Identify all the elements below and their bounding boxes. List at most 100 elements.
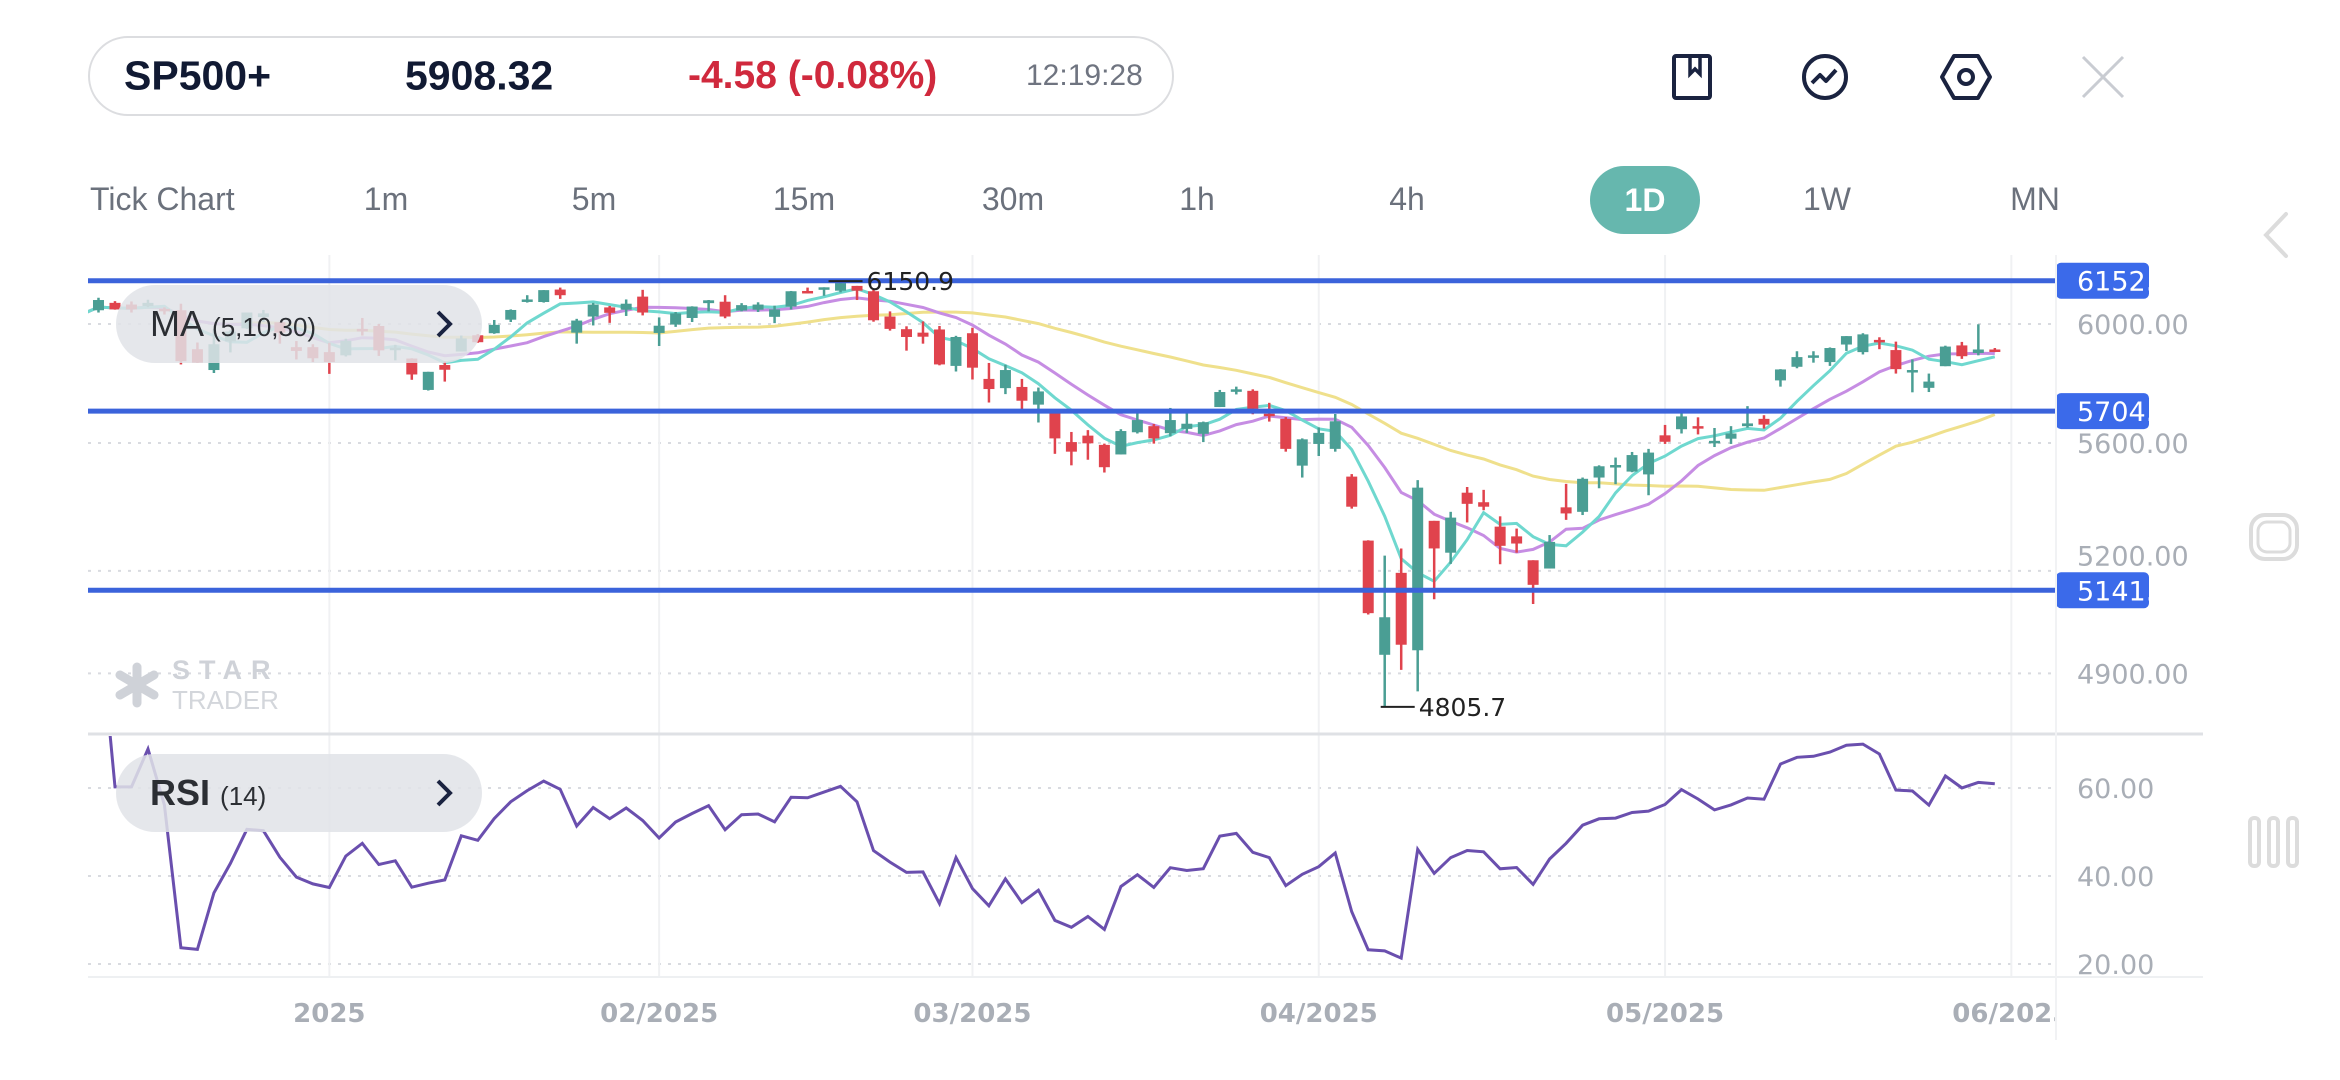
candle (1478, 489, 1490, 511)
candle (1280, 417, 1292, 452)
candle-body (1412, 487, 1424, 651)
candle (868, 289, 880, 322)
candle (1214, 389, 1226, 408)
candle-body (1181, 423, 1193, 429)
candle (1610, 457, 1622, 485)
date-axis-label: 04/2025 (1260, 999, 1378, 1029)
candle (488, 319, 500, 334)
candle (983, 362, 995, 403)
candle-body (1098, 444, 1110, 468)
candle-body (1346, 476, 1358, 507)
candle (1016, 378, 1028, 410)
candle (1527, 560, 1539, 605)
candle (736, 303, 748, 312)
candle-body (1164, 420, 1176, 434)
tab-5m[interactable]: 5m (571, 181, 617, 217)
watermark-line1: STAR (172, 655, 280, 685)
candle-body (604, 307, 616, 313)
close-icon[interactable] (2078, 52, 2128, 102)
candle-body (1577, 478, 1589, 512)
tab-1m[interactable]: 1m (363, 181, 409, 217)
ma-indicator-button[interactable]: MA (5,10,30) (116, 285, 482, 363)
back-nav-icon[interactable] (2258, 210, 2292, 265)
candle-body (1807, 355, 1819, 358)
candle (1379, 555, 1391, 707)
candle-body (1774, 369, 1786, 381)
tab-mn[interactable]: MN (2010, 181, 2060, 217)
settings-hex-icon[interactable] (1939, 52, 1992, 102)
price-level-tag (2056, 572, 2149, 609)
candle-body (1197, 422, 1209, 434)
date-axis-label: 06/2025 (1952, 999, 2070, 1029)
price-level-tag (2056, 393, 2149, 430)
home-nav-icon[interactable] (2248, 512, 2300, 567)
price-level-value: 6152.39 (2077, 267, 2189, 298)
tab-4h[interactable]: 4h (1389, 181, 1425, 217)
candle (1939, 345, 1951, 367)
candle (1873, 337, 1885, 350)
tab-tick-chart[interactable]: Tick Chart (90, 181, 235, 217)
candle (1560, 483, 1572, 520)
candle-body (769, 309, 781, 317)
rsi-label: RSI (14) (150, 772, 266, 814)
candle (851, 285, 863, 301)
tab-1h[interactable]: 1h (1179, 181, 1215, 217)
candle (1049, 410, 1061, 454)
ma-name: MA (150, 303, 203, 344)
candle (1791, 351, 1803, 369)
candle (1643, 448, 1655, 496)
candle-body (109, 302, 121, 310)
candle-body (406, 358, 418, 375)
candle-body (521, 299, 533, 302)
extreme-markers: 6150.9 4805.7 (828, 267, 1506, 722)
candle (1197, 421, 1209, 443)
price-axis-label: 5200.00 (2077, 541, 2189, 572)
rsi-line (108, 736, 1995, 961)
candle (521, 295, 533, 303)
candle-body (1362, 540, 1374, 614)
candle (1709, 427, 1721, 448)
candle (505, 309, 517, 322)
candle-body (554, 289, 566, 296)
star-logo-icon (115, 662, 159, 708)
date-axis-label: 2025 (293, 999, 365, 1029)
rsi-indicator-button[interactable]: RSI (14) (116, 754, 482, 832)
candle-body (1643, 452, 1655, 475)
candle (1906, 359, 1918, 393)
candle (1593, 465, 1605, 489)
candle (1626, 451, 1638, 473)
candle-body (1131, 420, 1143, 433)
date-axis: 2025 02/2025 03/2025 04/2025 05/2025 06/2025 (293, 999, 2070, 1029)
candle (1032, 387, 1044, 423)
chart-trend-icon[interactable] (1800, 52, 1850, 102)
tab-1w[interactable]: 1W (1803, 181, 1851, 217)
candle (92, 297, 104, 313)
date-axis-label: 03/2025 (913, 999, 1031, 1029)
candle (1692, 417, 1704, 435)
candle-body (620, 303, 632, 310)
quote-summary[interactable]: SP500+ 5908.32 -4.58 (-0.08%) 12:19:28 (88, 36, 1174, 116)
candle-body (917, 332, 929, 337)
chevron-right-icon (436, 310, 453, 338)
candle-body (571, 320, 583, 333)
candle (1346, 474, 1358, 509)
recents-nav-icon[interactable] (2246, 814, 2302, 875)
tab-30m[interactable]: 30m (981, 181, 1045, 217)
candle (1445, 511, 1457, 564)
tab-15m[interactable]: 15m (772, 181, 836, 217)
candle (538, 290, 550, 303)
candle-body (1989, 349, 2001, 352)
candle-body (1758, 418, 1770, 425)
tab-1d[interactable]: 1D (1590, 166, 1700, 234)
rsi-params: (14) (220, 781, 267, 811)
candle-body (1659, 435, 1671, 442)
candle-body (1709, 440, 1721, 444)
candle-body (538, 290, 550, 303)
candle-body (77, 308, 88, 315)
candle-body (1280, 418, 1292, 449)
bookmark-icon[interactable] (1667, 52, 1717, 102)
candle (1544, 535, 1556, 569)
candle-body (1329, 421, 1341, 449)
candle-body (818, 287, 830, 290)
